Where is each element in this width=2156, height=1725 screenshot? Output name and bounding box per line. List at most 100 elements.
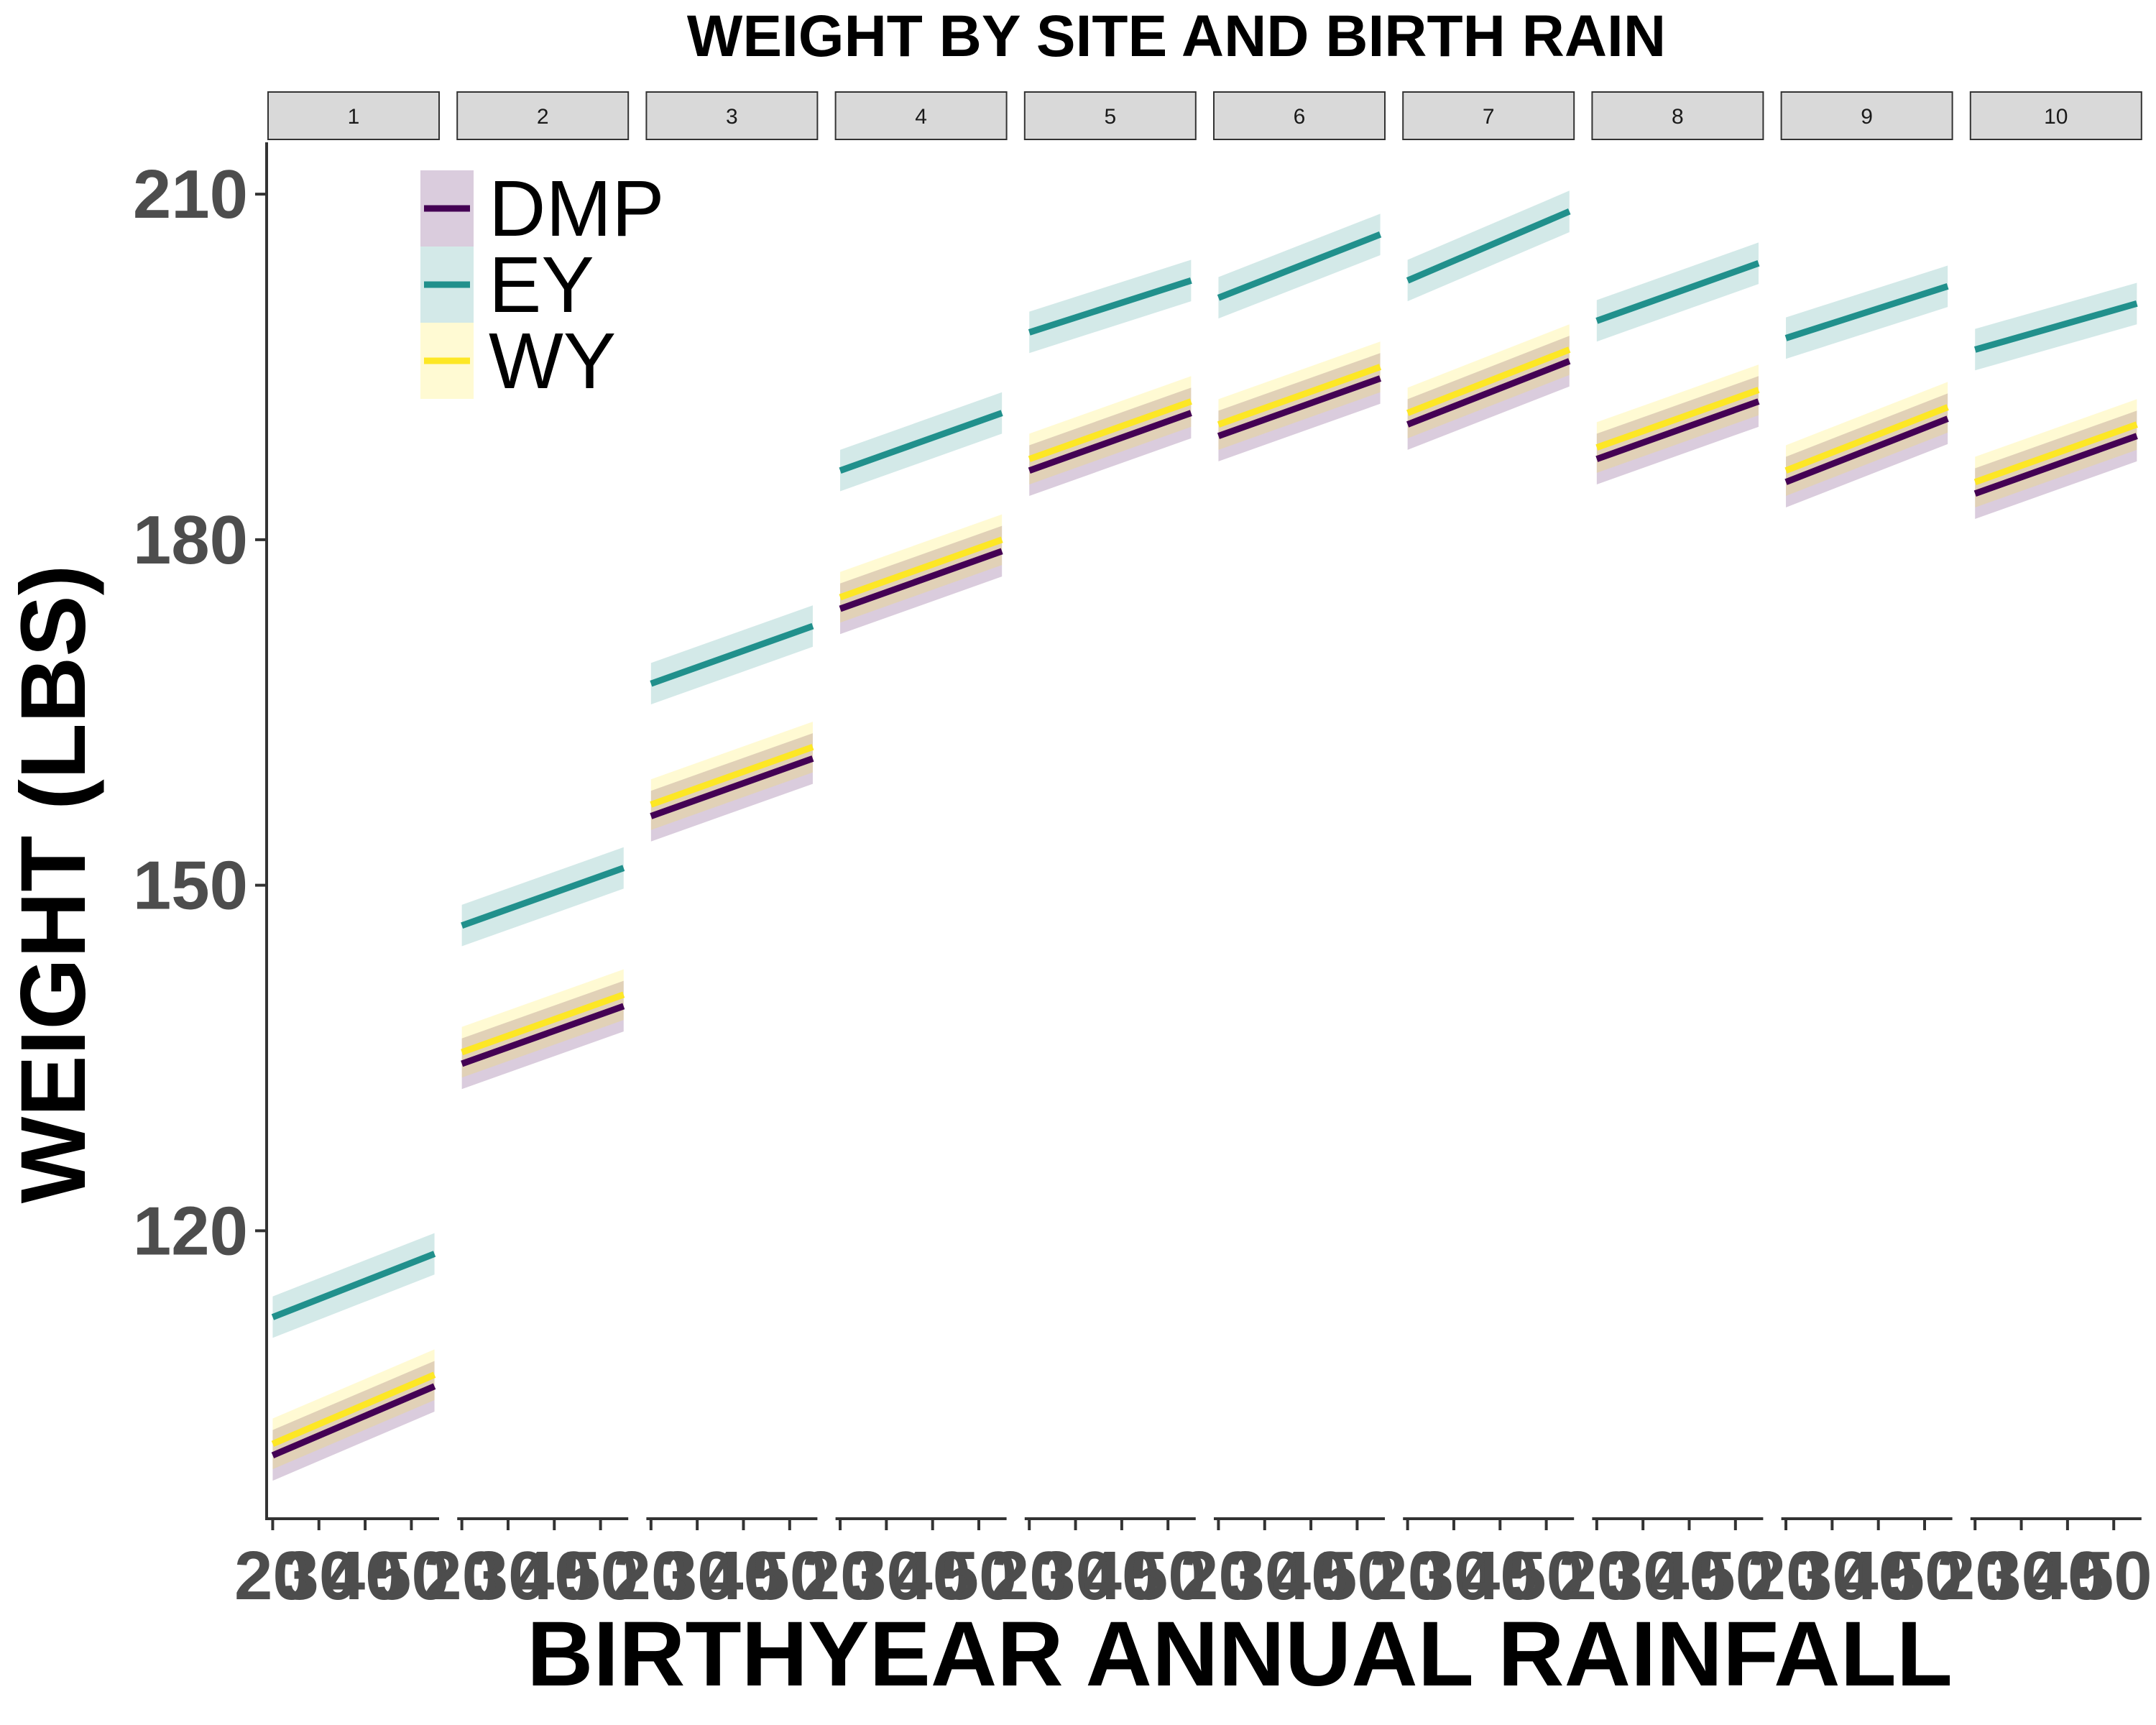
facet-label-5: 5 xyxy=(1104,105,1116,129)
trend-line-wy-facet-9 xyxy=(1784,404,1949,474)
x-tick-label-5-20: 20 xyxy=(991,1537,1068,1614)
trend-line-ey-facet-8 xyxy=(1595,260,1760,324)
trend-line-ey-facet-3 xyxy=(650,622,814,687)
y-tick-label-180: 180 xyxy=(133,502,248,579)
x-tick-label-5-50: 50 xyxy=(1130,1537,1207,1614)
chart-title: WEIGHT BY SITE AND BIRTH RAIN xyxy=(687,4,1666,69)
x-tick-label-10-20: 20 xyxy=(1937,1537,2014,1614)
facet-strip-1 xyxy=(267,91,440,140)
trend-line-dmp-facet-4 xyxy=(839,548,1003,612)
x-tick-label-8-30: 30 xyxy=(1605,1537,1682,1614)
trend-line-ey-facet-9 xyxy=(1784,283,1949,341)
x-tick-label-5-40: 40 xyxy=(1083,1537,1160,1614)
x-tick-label-1-20: 20 xyxy=(234,1537,311,1614)
x-tick-label-2-50: 50 xyxy=(562,1537,639,1614)
x-tick-label-2-30: 30 xyxy=(470,1537,547,1614)
facet-label-7: 7 xyxy=(1483,105,1495,129)
x-tick-label-5-30: 30 xyxy=(1037,1537,1114,1614)
plot-area: 1 2 3 4 5 6 7 8 9 1012015018021020304050203040502… xyxy=(133,91,2152,1614)
legend-label-dmp: DMP xyxy=(489,165,664,253)
x-tick-label-9-50: 50 xyxy=(1886,1537,1963,1614)
x-tick-label-7-40: 40 xyxy=(1462,1537,1539,1614)
facet-label-1: 1 xyxy=(348,105,360,129)
trend-line-wy-facet-4 xyxy=(839,536,1003,601)
x-tick-label-9-20: 20 xyxy=(1748,1537,1825,1614)
trend-line-wy-facet-7 xyxy=(1406,346,1571,416)
trend-line-ey-facet-10 xyxy=(1974,300,2138,353)
trend-line-wy-facet-10 xyxy=(1973,421,2138,485)
x-tick-label-4-30: 30 xyxy=(848,1537,925,1614)
trend-line-ey-facet-7 xyxy=(1406,208,1571,284)
facet-label-2: 2 xyxy=(537,105,549,129)
y-tick-label-150: 150 xyxy=(133,847,248,924)
x-tick-label-3-40: 40 xyxy=(705,1537,782,1614)
x-tick-label-3-30: 30 xyxy=(659,1537,736,1614)
trend-line-dmp-facet-10 xyxy=(1973,433,2138,497)
x-tick-label-10-30: 30 xyxy=(1983,1537,2060,1614)
x-tick-label-2-40: 40 xyxy=(516,1537,593,1614)
x-tick-label-7-20: 20 xyxy=(1369,1537,1446,1614)
x-tick-label-1-30: 30 xyxy=(280,1537,357,1614)
facet-strip-8 xyxy=(1591,91,1764,140)
trend-line-ey-facet-1 xyxy=(271,1251,436,1320)
trend-line-wy-facet-1 xyxy=(271,1371,436,1447)
trend-line-ey-facet-2 xyxy=(461,865,625,929)
x-tick-label-3-50: 50 xyxy=(751,1537,828,1614)
facet-strip-2 xyxy=(456,91,630,140)
facet-strip-5 xyxy=(1023,91,1197,140)
facet-label-10: 10 xyxy=(2044,105,2068,129)
x-tick-label-9-30: 30 xyxy=(1794,1537,1871,1614)
x-tick-label-7-50: 50 xyxy=(1508,1537,1585,1614)
y-axis-title: WEIGHT (LBS) xyxy=(2,565,105,1204)
facet-strip-4 xyxy=(834,91,1008,140)
x-tick-label-1-40: 40 xyxy=(327,1537,404,1614)
legend-label-ey: EY xyxy=(489,241,594,329)
trend-line-dmp-facet-1 xyxy=(271,1383,436,1459)
trend-line-ey-facet-5 xyxy=(1028,277,1192,336)
x-tick-label-10-40: 40 xyxy=(2029,1537,2106,1614)
x-tick-label-8-40: 40 xyxy=(1651,1537,1728,1614)
y-tick-label-210: 210 xyxy=(133,156,248,233)
x-tick-label-4-20: 20 xyxy=(802,1537,879,1614)
facet-label-3: 3 xyxy=(726,105,738,129)
facet-strip-10 xyxy=(1969,91,2142,140)
x-tick-label-2-20: 20 xyxy=(423,1537,500,1614)
trend-line-dmp-facet-6 xyxy=(1217,375,1382,439)
facet-strip-9 xyxy=(1780,91,1953,140)
facet-strip-7 xyxy=(1402,91,1575,140)
x-tick-label-1-50: 50 xyxy=(373,1537,450,1614)
x-tick-label-4-40: 40 xyxy=(894,1537,971,1614)
trend-line-dmp-facet-3 xyxy=(650,755,814,819)
trend-line-ey-facet-4 xyxy=(839,410,1003,474)
x-tick-label-4-50: 50 xyxy=(941,1537,1018,1614)
x-tick-label-6-20: 20 xyxy=(1180,1537,1257,1614)
legend-label-wy: WY xyxy=(489,317,616,405)
trend-line-wy-facet-6 xyxy=(1217,364,1382,428)
x-tick-label-9-40: 40 xyxy=(1840,1537,1917,1614)
trend-line-wy-facet-2 xyxy=(461,991,625,1056)
x-axis-title: BIRTHYEAR ANNUAL RAINFALL xyxy=(527,1603,1953,1706)
trend-line-dmp-facet-9 xyxy=(1784,415,1949,485)
x-tick-label-6-50: 50 xyxy=(1319,1537,1396,1614)
trend-line-wy-facet-5 xyxy=(1028,398,1192,462)
y-tick-label-120: 120 xyxy=(133,1192,248,1269)
x-tick-label-3-20: 20 xyxy=(612,1537,689,1614)
trend-line-dmp-facet-2 xyxy=(461,1003,625,1067)
trend-line-wy-facet-8 xyxy=(1595,387,1760,451)
x-tick-label-6-30: 30 xyxy=(1226,1537,1303,1614)
trend-line-wy-facet-3 xyxy=(650,744,814,808)
facet-label-4: 4 xyxy=(915,105,927,129)
facet-label-9: 9 xyxy=(1861,105,1873,129)
x-tick-label-8-20: 20 xyxy=(1558,1537,1635,1614)
x-tick-label-6-40: 40 xyxy=(1273,1537,1350,1614)
trend-line-dmp-facet-7 xyxy=(1406,358,1571,428)
trend-line-dmp-facet-8 xyxy=(1595,398,1760,462)
trend-line-ey-facet-6 xyxy=(1217,231,1382,301)
facet-strip-3 xyxy=(645,91,819,140)
trend-line-dmp-facet-5 xyxy=(1028,410,1192,474)
x-tick-label-10-50: 50 xyxy=(2076,1537,2152,1614)
x-tick-label-8-50: 50 xyxy=(1697,1537,1774,1614)
